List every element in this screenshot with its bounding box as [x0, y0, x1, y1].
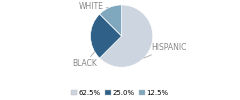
Text: HISPANIC: HISPANIC	[144, 43, 186, 58]
Text: BLACK: BLACK	[72, 52, 97, 68]
Wedge shape	[100, 5, 122, 36]
Legend: 62.5%, 25.0%, 12.5%: 62.5%, 25.0%, 12.5%	[71, 89, 169, 96]
Wedge shape	[100, 5, 153, 67]
Wedge shape	[90, 14, 122, 58]
Text: WHITE: WHITE	[79, 2, 108, 11]
